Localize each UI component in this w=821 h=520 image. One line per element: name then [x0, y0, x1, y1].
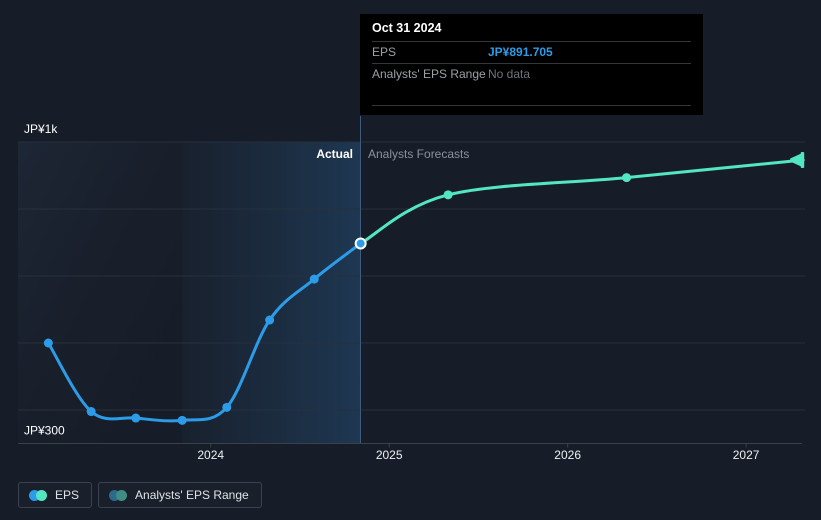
legend-chip-eps[interactable]: EPS: [18, 482, 93, 508]
actual-data-point-dot[interactable]: [86, 407, 96, 417]
eps-range-legend-dots-icon: [109, 489, 128, 501]
tooltip-date-title: Oct 31 2024: [372, 21, 691, 42]
x-tick-label: 2025: [376, 448, 403, 462]
tooltip-eps-label: EPS: [372, 45, 397, 59]
actual-phase-label: Actual: [316, 147, 353, 161]
forecast-data-point-dot[interactable]: [443, 190, 453, 200]
y-tick-label: JP¥1k: [24, 122, 58, 136]
legend-chip-eps-range[interactable]: Analysts' EPS Range: [98, 482, 262, 508]
actual-region-band: [182, 142, 361, 443]
x-tick-label: 2024: [197, 448, 224, 462]
forecast-series-line: [359, 158, 805, 245]
tooltip-eps-range-value: No data: [488, 67, 531, 81]
actual-data-point-dot[interactable]: [43, 338, 53, 348]
pre-band-region: [18, 142, 183, 443]
tooltip-eps-range-label: Analysts' EPS Range: [372, 67, 486, 81]
tooltip-eps-range-row: Analysts' EPS Range No data: [372, 64, 691, 85]
y-tick-label: JP¥300: [24, 424, 65, 438]
tooltip-eps-row: EPS JP¥891.705: [372, 42, 691, 64]
forecast-data-point-dot[interactable]: [622, 173, 632, 183]
actual-data-point-dot[interactable]: [131, 413, 141, 423]
eps-teal-dot-icon: [36, 489, 47, 501]
actual-data-point-dot[interactable]: [177, 415, 187, 425]
eps-legend-dots-icon: [29, 489, 47, 501]
forecast-arrow-bar-icon: [800, 151, 805, 168]
eps-range-teal-dot-icon: [116, 489, 128, 501]
eps-range-blue-dot-icon: [109, 489, 121, 501]
actual-data-point-dot[interactable]: [265, 315, 275, 325]
x-tick-label: 2026: [554, 448, 581, 462]
actual-data-point-dot[interactable]: [222, 402, 232, 412]
forecast-phase-label: Analysts Forecasts: [368, 147, 470, 161]
tooltip-footer-divider: [372, 105, 691, 106]
forecast-arrow-icon: [790, 153, 802, 167]
actual-data-point-dot[interactable]: [309, 274, 319, 284]
hovered-point-dot[interactable]: [354, 237, 367, 250]
chart-legend: EPS Analysts' EPS Range: [18, 482, 262, 508]
eps-blue-dot-icon: [29, 489, 40, 501]
x-tick-label: 2027: [733, 448, 760, 462]
legend-chip-eps-range-label: Analysts' EPS Range: [135, 488, 249, 502]
legend-chip-eps-label: EPS: [55, 488, 80, 502]
chart-tooltip: Oct 31 2024 EPS JP¥891.705 Analysts' EPS…: [360, 14, 703, 115]
tooltip-eps-value: JP¥891.705: [488, 45, 553, 59]
